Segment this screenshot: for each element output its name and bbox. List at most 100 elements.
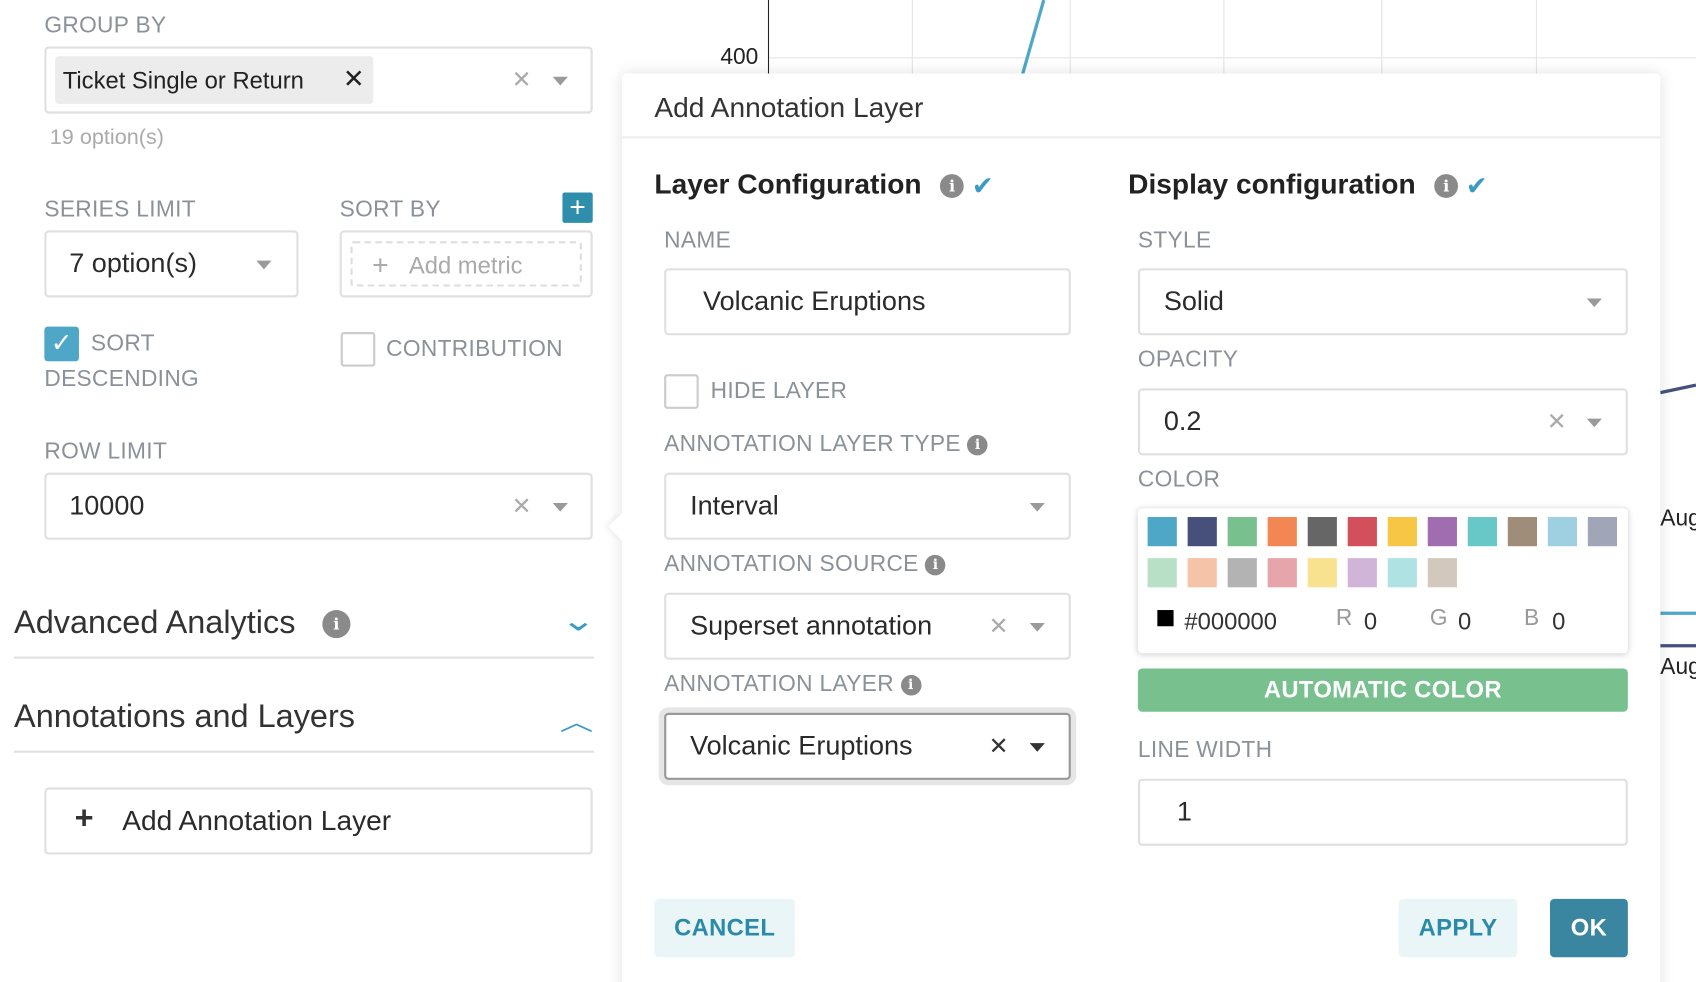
- options-count: 19 option(s): [49, 125, 165, 150]
- row-limit-select[interactable]: 10000 ✕: [44, 472, 593, 540]
- group-by-tag: Ticket Single or Return ✕: [55, 56, 374, 104]
- x-tick-label: Aug: [1660, 654, 1696, 680]
- annotation-source-select[interactable]: Superset annotation ✕: [664, 592, 1071, 660]
- line-width-input[interactable]: 1: [1137, 778, 1628, 846]
- group-by-select[interactable]: Ticket Single or Return ✕ ✕: [44, 46, 593, 114]
- chevron-down-icon: [1029, 743, 1045, 752]
- annotations-section[interactable]: Annotations and Layers ︿: [14, 694, 594, 753]
- r-value[interactable]: 0: [1363, 607, 1378, 635]
- color-picker: #000000 R 0 G 0 B 0: [1137, 508, 1628, 654]
- clear-icon[interactable]: ✕: [511, 65, 532, 94]
- chevron-down-icon: [1029, 502, 1045, 512]
- chevron-down-icon: [1586, 418, 1602, 428]
- g-value[interactable]: 0: [1458, 607, 1472, 635]
- color-swatch[interactable]: [1267, 558, 1297, 588]
- hex-value[interactable]: #000000: [1184, 607, 1278, 635]
- info-icon: i: [967, 434, 989, 456]
- color-swatch[interactable]: [1547, 517, 1578, 547]
- layer-configuration-heading: Layer Configuration i ✔: [654, 167, 994, 201]
- annotation-layer-select[interactable]: Volcanic Eruptions ✕: [664, 712, 1071, 780]
- color-swatch[interactable]: [1187, 517, 1217, 547]
- apply-button[interactable]: APPLY: [1398, 898, 1518, 958]
- chevron-down-icon[interactable]: [552, 502, 568, 512]
- sort-descending-label: DESCENDING: [44, 366, 200, 392]
- contribution-checkbox[interactable]: [340, 332, 376, 367]
- style-label: STYLE: [1137, 228, 1212, 254]
- color-swatch[interactable]: [1387, 558, 1417, 588]
- color-swatch[interactable]: [1387, 517, 1417, 547]
- color-swatch[interactable]: [1347, 517, 1377, 547]
- series-limit-label: SERIES LIMIT: [44, 196, 196, 222]
- annotation-layer-type-select[interactable]: Interval: [664, 472, 1071, 540]
- name-label: NAME: [664, 228, 732, 254]
- display-configuration-heading: Display configuration i ✔: [1128, 167, 1488, 201]
- popover-title: Add Annotation Layer: [654, 90, 924, 124]
- info-icon: i: [1434, 174, 1459, 199]
- hide-layer-label: HIDE LAYER: [710, 378, 848, 404]
- hide-layer-checkbox[interactable]: [664, 374, 699, 409]
- clear-icon[interactable]: ✕: [988, 732, 1009, 760]
- contribution-label: CONTRIBUTION: [386, 336, 563, 362]
- info-icon: i: [940, 174, 965, 199]
- advanced-analytics-section[interactable]: Advanced Analytics i ⌄: [14, 600, 597, 659]
- chevron-down-icon: [1586, 298, 1602, 308]
- control-panel: GROUP BY Ticket Single or Return ✕ ✕ 19 …: [0, 0, 608, 982]
- y-tick-label: 400: [720, 44, 759, 70]
- opacity-label: OPACITY: [1137, 347, 1239, 373]
- b-value[interactable]: 0: [1552, 607, 1566, 635]
- color-swatch[interactable]: [1147, 517, 1177, 547]
- chevron-up-icon[interactable]: ︿: [559, 708, 594, 736]
- color-swatch[interactable]: [1267, 517, 1297, 547]
- chart-lines: [1020, 0, 1696, 648]
- chevron-down-icon[interactable]: [552, 76, 568, 86]
- annotation-layer-label: ANNOTATION LAYER i: [664, 672, 922, 698]
- add-sort-button[interactable]: +: [562, 192, 593, 223]
- cancel-button[interactable]: CANCEL: [654, 898, 795, 958]
- color-swatch[interactable]: [1467, 517, 1497, 547]
- line-width-label: LINE WIDTH: [1137, 737, 1273, 763]
- info-icon: i: [900, 674, 922, 696]
- add-annotation-layer-button[interactable]: + Add Annotation Layer: [44, 787, 593, 855]
- clear-icon[interactable]: ✕: [511, 492, 532, 520]
- color-swatch[interactable]: [1427, 517, 1457, 547]
- color-swatch[interactable]: [1187, 558, 1217, 588]
- add-metric-button[interactable]: + Add metric: [350, 241, 582, 287]
- check-icon: ✔: [971, 171, 994, 201]
- info-icon: i: [322, 610, 351, 639]
- clear-icon[interactable]: ✕: [988, 612, 1009, 640]
- color-swatch[interactable]: [1227, 517, 1257, 547]
- color-label: COLOR: [1137, 467, 1221, 493]
- color-swatch[interactable]: [1587, 517, 1618, 547]
- annotation-source-label: ANNOTATION SOURCE i: [664, 552, 946, 578]
- color-swatch[interactable]: [1227, 558, 1257, 588]
- chevron-down-icon[interactable]: ⌄: [560, 603, 597, 638]
- series-limit-select[interactable]: 7 option(s): [44, 230, 299, 298]
- color-swatch[interactable]: [1347, 558, 1377, 588]
- annotation-layer-type-label: ANNOTATION LAYER TYPE i: [664, 432, 989, 458]
- color-swatch[interactable]: [1507, 517, 1537, 547]
- sort-by-label: SORT BY: [339, 196, 441, 222]
- automatic-color-button[interactable]: AUTOMATIC COLOR: [1137, 668, 1628, 712]
- chevron-down-icon: [1029, 623, 1045, 632]
- opacity-select[interactable]: 0.2 ✕: [1137, 388, 1628, 456]
- sort-descending-checkbox[interactable]: ✓: [44, 326, 79, 362]
- color-swatch[interactable]: [1307, 558, 1337, 588]
- color-swatch[interactable]: [1427, 558, 1457, 588]
- current-color-swatch: [1157, 610, 1174, 627]
- name-input[interactable]: Volcanic Eruptions: [664, 268, 1071, 336]
- group-by-label: GROUP BY: [44, 12, 167, 38]
- plus-icon: +: [74, 800, 94, 837]
- color-swatch[interactable]: [1307, 517, 1337, 547]
- info-icon: i: [925, 554, 946, 576]
- row-limit-label: ROW LIMIT: [44, 439, 168, 465]
- x-tick-label: Aug: [1660, 506, 1696, 532]
- clear-icon[interactable]: ✕: [1546, 407, 1567, 435]
- color-swatch[interactable]: [1147, 558, 1177, 588]
- sort-by-select[interactable]: + Add metric: [339, 230, 593, 298]
- style-select[interactable]: Solid: [1137, 268, 1628, 336]
- check-icon: ✔: [1465, 171, 1488, 201]
- ok-button[interactable]: OK: [1549, 898, 1628, 958]
- chevron-down-icon: [256, 260, 272, 270]
- sort-descending-label: SORT: [90, 330, 155, 356]
- remove-tag-icon[interactable]: ✕: [342, 64, 365, 95]
